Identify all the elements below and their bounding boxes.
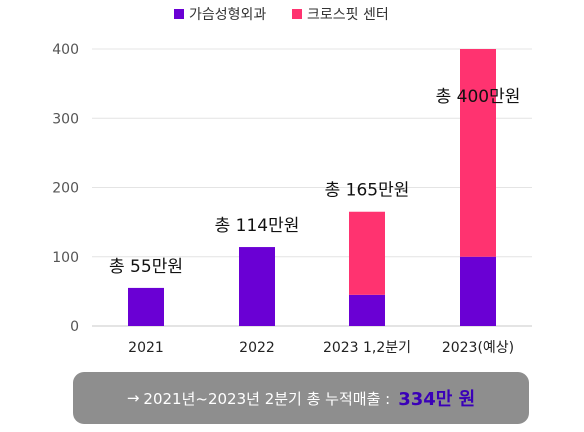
y-tick-label: 0 — [70, 319, 79, 335]
bar-total-label: 총 165만원 — [325, 181, 410, 201]
summary-total: 334만 원 — [398, 389, 476, 410]
arrow-icon: → — [126, 389, 140, 407]
bar-segment — [460, 256, 496, 326]
legend-label: 크로스핏 센터 — [307, 7, 389, 23]
bar-segment — [349, 211, 385, 295]
x-tick-label: 2021 — [128, 340, 164, 356]
y-tick-label: 400 — [52, 42, 79, 58]
bar-segment — [239, 247, 275, 326]
bar-total-label: 총 114만원 — [215, 216, 300, 236]
summary-text: 2021년~2023년 2분기 총 누적매출 : — [143, 389, 391, 408]
x-tick-label: 2023(예상) — [442, 340, 514, 356]
legend-swatch — [292, 9, 302, 19]
stacked-bar-chart: 0 100 200 300 400 2021 총 55만원 2022 총 114만원 2023 1… — [52, 7, 532, 356]
bar-total-label: 총 400만원 — [436, 87, 521, 107]
y-tick-label: 200 — [52, 181, 79, 197]
bar-segment — [460, 49, 496, 257]
legend-swatch — [174, 9, 184, 19]
x-tick-label: 2023 1,2분기 — [323, 340, 411, 356]
summary-banner: → 2021년~2023년 2분기 총 누적매출 : 334만 원 — [73, 372, 529, 424]
legend-label: 가슴성형외과 — [189, 7, 266, 23]
y-tick-label: 100 — [52, 250, 79, 266]
y-tick-label: 300 — [52, 111, 79, 127]
bar-segment — [128, 287, 164, 326]
x-tick-label: 2022 — [239, 340, 275, 356]
bar-segment — [349, 294, 385, 326]
bar-total-label: 총 55만원 — [109, 257, 183, 277]
